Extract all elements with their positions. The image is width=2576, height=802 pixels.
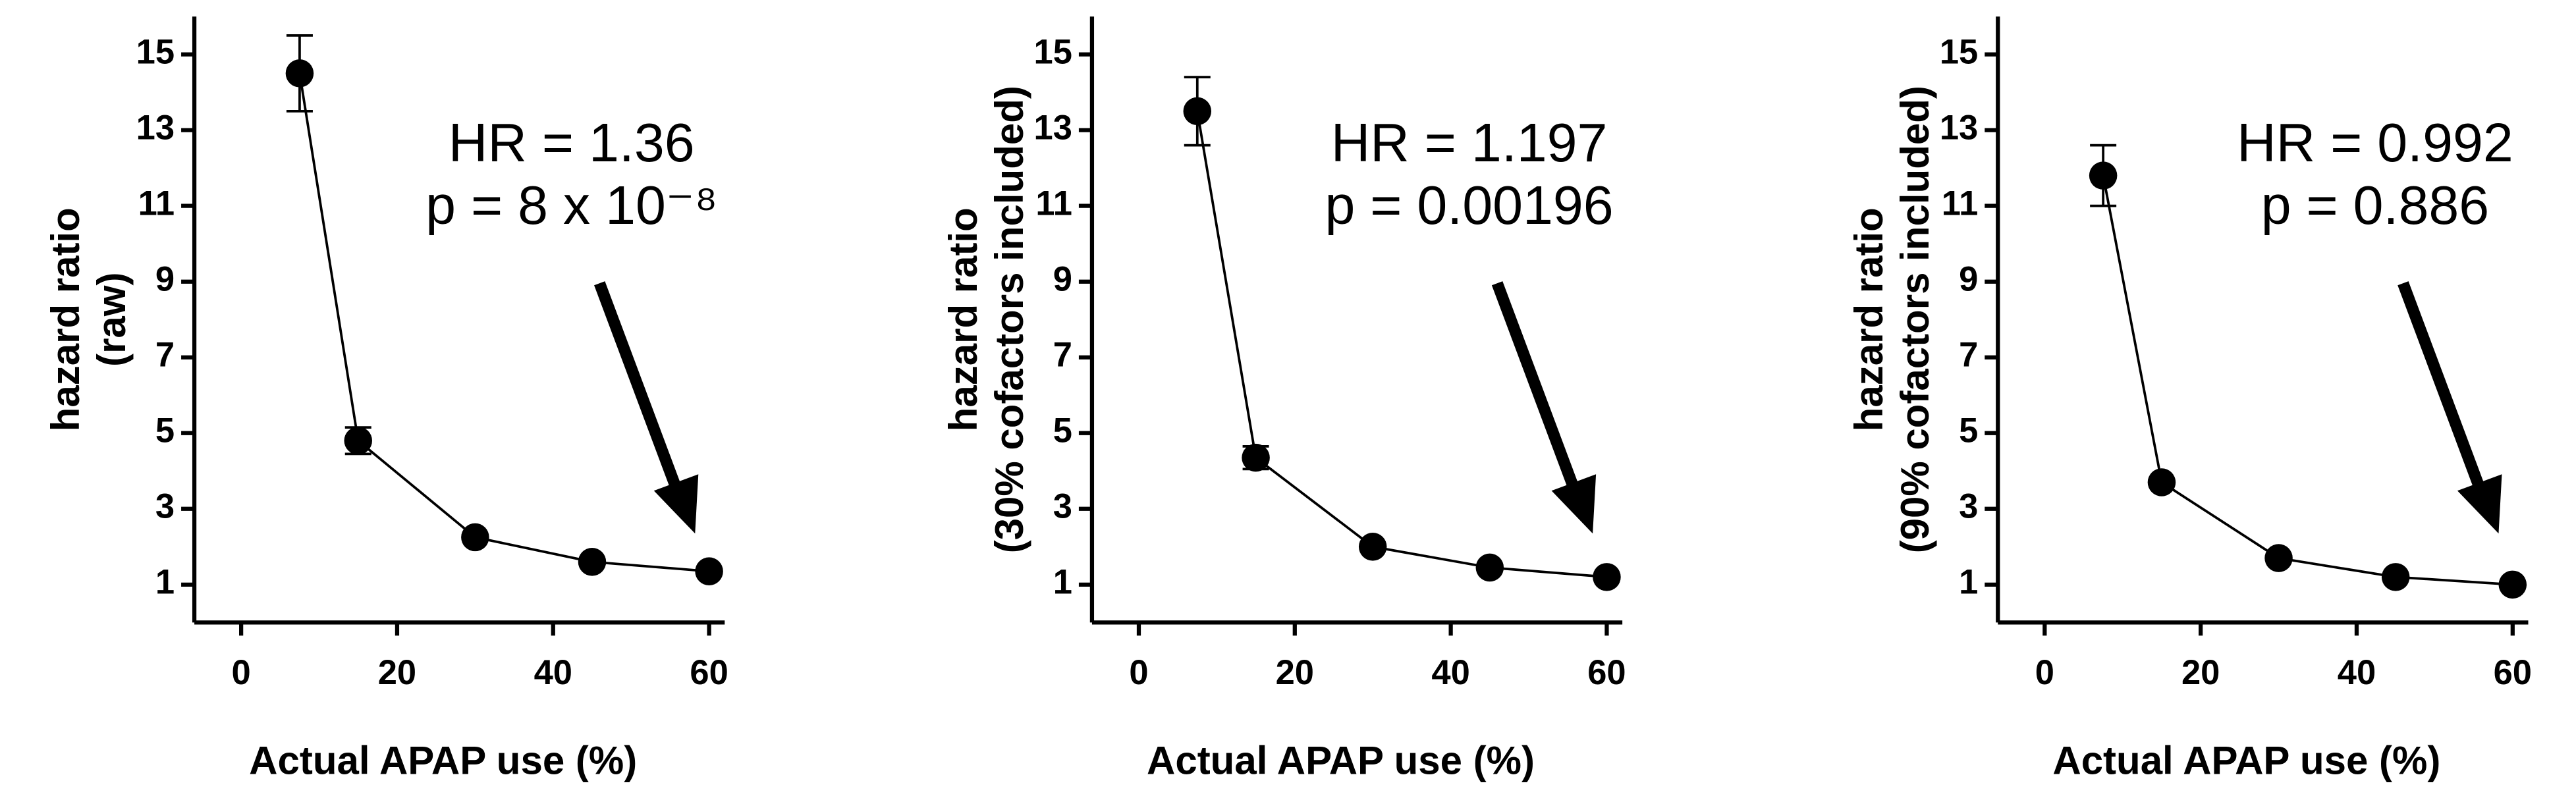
annotation: p = 0.00196 (1325, 175, 1613, 236)
x-tick-label: 60 (690, 653, 728, 692)
x-tick-label: 20 (378, 653, 416, 692)
series-line (2102, 175, 2513, 586)
y-tick-label: 9 (155, 260, 175, 299)
arrow-shaft (2398, 281, 2484, 488)
x-tick-label: 40 (2338, 653, 2376, 692)
x-tick-label: 40 (534, 653, 572, 692)
y-tick-label: 11 (1035, 184, 1072, 223)
point (461, 523, 489, 552)
point (1475, 553, 1504, 582)
x-tick-label: 0 (232, 653, 251, 692)
y-tick-label: 5 (1959, 412, 1978, 450)
y-axis-label: (raw) (90, 273, 134, 367)
x-axis-label: Actual APAP use (%) (249, 738, 637, 782)
y-tick-label: 13 (136, 109, 175, 147)
point (1183, 97, 1212, 126)
point (2498, 570, 2527, 599)
point (2147, 468, 2176, 496)
y-tick-label: 11 (138, 184, 175, 223)
point (695, 557, 723, 585)
y-axis-label: hazard ratio (941, 207, 985, 431)
y-tick-label: 15 (1034, 32, 1072, 71)
x-tick-label: 0 (1129, 653, 1148, 692)
y-axis-label: hazard ratio (1847, 207, 1891, 431)
y-tick-label: 3 (155, 487, 175, 526)
y-tick-label: 7 (155, 336, 175, 375)
y-tick-label: 11 (1942, 184, 1979, 223)
annotation: p = 0.886 (2261, 175, 2489, 236)
x-tick-label: 60 (1587, 653, 1626, 692)
arrow-shaft (594, 281, 681, 488)
point (578, 548, 607, 576)
annotation: HR = 1.36 (449, 113, 695, 173)
y-tick-label: 1 (155, 563, 175, 602)
point (2089, 161, 2118, 190)
y-tick-label: 13 (1940, 109, 1978, 147)
y-axis-label: (30% cofactors included) (987, 86, 1031, 553)
y-axis-label: (90% cofactors included) (1893, 86, 1937, 553)
y-axis-label: hazard ratio (43, 207, 88, 431)
point (344, 427, 372, 455)
y-tick-label: 5 (1053, 412, 1072, 450)
arrow-shaft (1491, 281, 1579, 488)
point (285, 59, 314, 88)
x-tick-label: 20 (2181, 653, 2220, 692)
annotation: HR = 0.992 (2237, 113, 2513, 173)
annotation: p = 8 x 10⁻⁸ (425, 175, 717, 236)
y-tick-label: 13 (1034, 109, 1072, 147)
annotation: HR = 1.197 (1331, 113, 1608, 173)
arrow-head (2457, 474, 2502, 534)
point (1358, 533, 1387, 561)
y-tick-label: 3 (1053, 487, 1072, 526)
arrow-head (653, 474, 699, 534)
arrow-head (1551, 474, 1597, 534)
x-tick-label: 0 (2035, 653, 2054, 692)
point (1593, 563, 1621, 591)
y-tick-label: 7 (1053, 336, 1072, 375)
x-tick-label: 20 (1276, 653, 1314, 692)
y-tick-label: 9 (1959, 260, 1978, 299)
y-tick-label: 15 (136, 32, 175, 71)
y-tick-label: 7 (1959, 336, 1978, 375)
y-tick-label: 15 (1940, 32, 1978, 71)
x-axis-label: Actual APAP use (%) (1147, 738, 1535, 782)
y-tick-label: 9 (1053, 260, 1072, 299)
point (2264, 544, 2293, 572)
y-tick-label: 1 (1053, 563, 1072, 602)
y-tick-label: 3 (1959, 487, 1978, 526)
x-axis-label: Actual APAP use (%) (2052, 738, 2440, 782)
point (2381, 563, 2410, 591)
y-tick-label: 1 (1959, 563, 1978, 602)
x-tick-label: 40 (1431, 653, 1469, 692)
y-tick-label: 5 (155, 412, 175, 450)
x-tick-label: 60 (2494, 653, 2532, 692)
point (1242, 443, 1270, 472)
